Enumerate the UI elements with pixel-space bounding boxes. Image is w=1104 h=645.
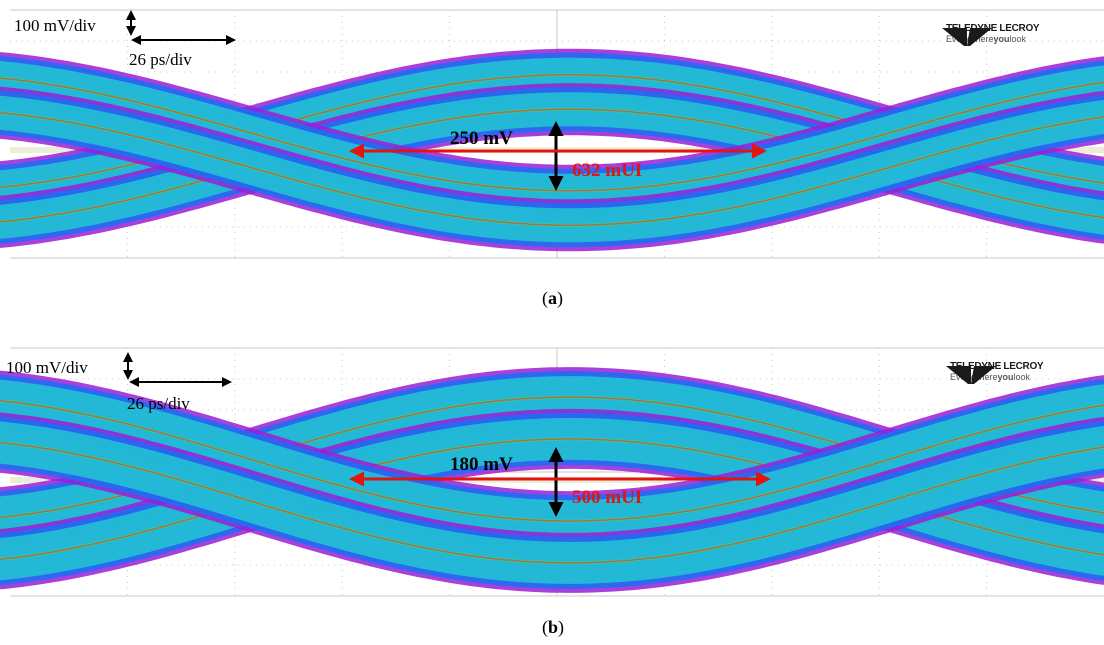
caption-close: ) [557,288,563,308]
eye-traces-a [0,48,1104,252]
teledyne-lecroy-logo: TELEDYNE LECROY Everywhereyoulook [946,361,1044,384]
eye-width-label: 500 mUI [572,487,643,508]
caption-open: ( [542,617,548,637]
caption-a: (a) [542,288,563,309]
eye-traces-b [0,367,1104,593]
eye-height-label: 180 mV [450,454,513,475]
logo-name: TELEDYNE LECROY [950,361,1044,372]
tag-bold: you [993,34,1010,44]
tag-end: look [1009,34,1027,44]
eye-diagram-b-canvas [0,347,1104,597]
eye-trace [0,399,1104,522]
time-per-div-label: 26 ps/div [127,394,190,413]
tag-bold: you [997,372,1014,382]
eye-width-label: 632 mUI [572,160,643,181]
eye-trace [0,111,1104,227]
teledyne-lecroy-logo: TELEDYNE LECROY Everywhereyoulook [942,23,1040,46]
eye-diagram-panel-b: 100 mV/div 26 ps/div 180 mV 500 mUI TELE… [0,338,1104,600]
time-per-div-label: 26 ps/div [129,50,192,69]
teledyne-logo-icon [946,366,996,384]
measurement-arrows-b [123,352,771,517]
eye-diagram-a-canvas [0,9,1104,259]
tag-end: look [1013,372,1031,382]
measurement-arrows-a [126,9,767,191]
eye-diagram-panel-a: 100 mV/div 26 ps/div 250 mV 632 mUI TELE… [0,0,1104,262]
volts-per-div-label: 100 mV/div [6,358,88,377]
volts-per-div-label: 100 mV/div [14,16,96,35]
teledyne-logo-icon [942,28,992,46]
caption-letter: b [548,617,559,637]
eye-trace [0,441,1104,564]
caption-b: (b) [542,617,564,638]
logo-name: TELEDYNE LECROY [946,23,1040,34]
caption-letter: a [548,288,557,308]
eye-height-label: 250 mV [450,128,513,149]
caption-close: ) [558,617,565,637]
caption-open: ( [542,288,548,308]
